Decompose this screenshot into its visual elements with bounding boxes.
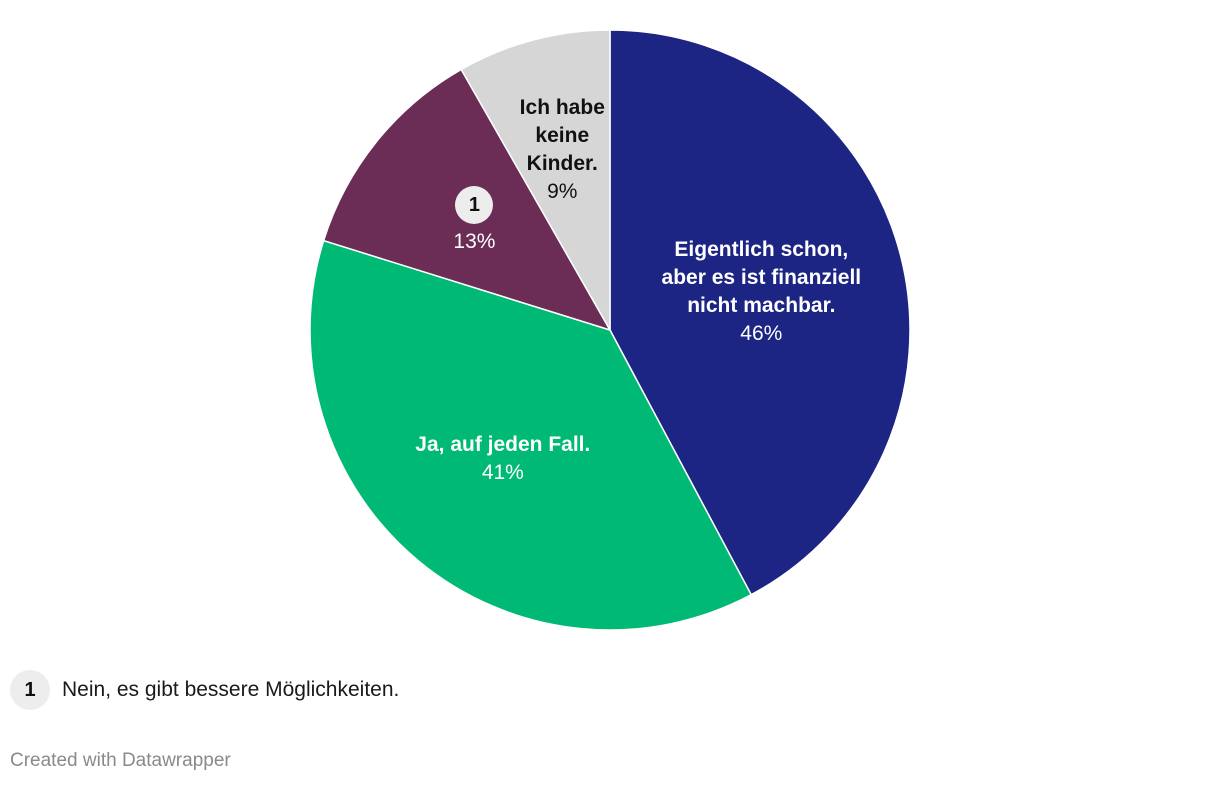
pie-chart-svg (309, 29, 911, 631)
footnote: 1 Nein, es gibt bessere Möglichkeiten. (10, 670, 399, 710)
slice-name: aber es ist finanziell (661, 266, 862, 290)
slice-value: 41% (481, 461, 524, 485)
slice-name: keine (535, 124, 590, 148)
slice-name: nicht machbar. (687, 294, 836, 318)
pie-chart: Eigentlich schon, aber es ist finanziell n… (309, 29, 911, 631)
slice-label: Ich habe keine Kinder. 9% (520, 94, 605, 206)
slice-value: 13% (453, 229, 496, 253)
slice-label: 1 13% (453, 185, 496, 256)
slice-badge: 1 (455, 185, 494, 224)
pie-slice (460, 29, 611, 333)
footnote-badge: 1 (10, 670, 50, 710)
pie-slice (609, 29, 911, 596)
slice-label: Eigentlich schon, aber es ist finanziell n… (662, 236, 862, 348)
slice-value: 9% (547, 180, 578, 204)
slice-name: Ich habe (519, 96, 605, 120)
slice-value: 46% (740, 322, 783, 346)
slice-name: Ja, auf jeden Fall. (415, 433, 591, 457)
slice-label: Ja, auf jeden Fall. 41% (415, 431, 590, 487)
pie-slice (309, 239, 753, 631)
slice-name: Kinder. (526, 152, 598, 176)
credit-text: Created with Datawrapper (10, 750, 231, 771)
slice-name: Eigentlich schon, (674, 238, 849, 262)
footnote-text: Nein, es gibt bessere Möglichkeiten. (62, 678, 400, 701)
